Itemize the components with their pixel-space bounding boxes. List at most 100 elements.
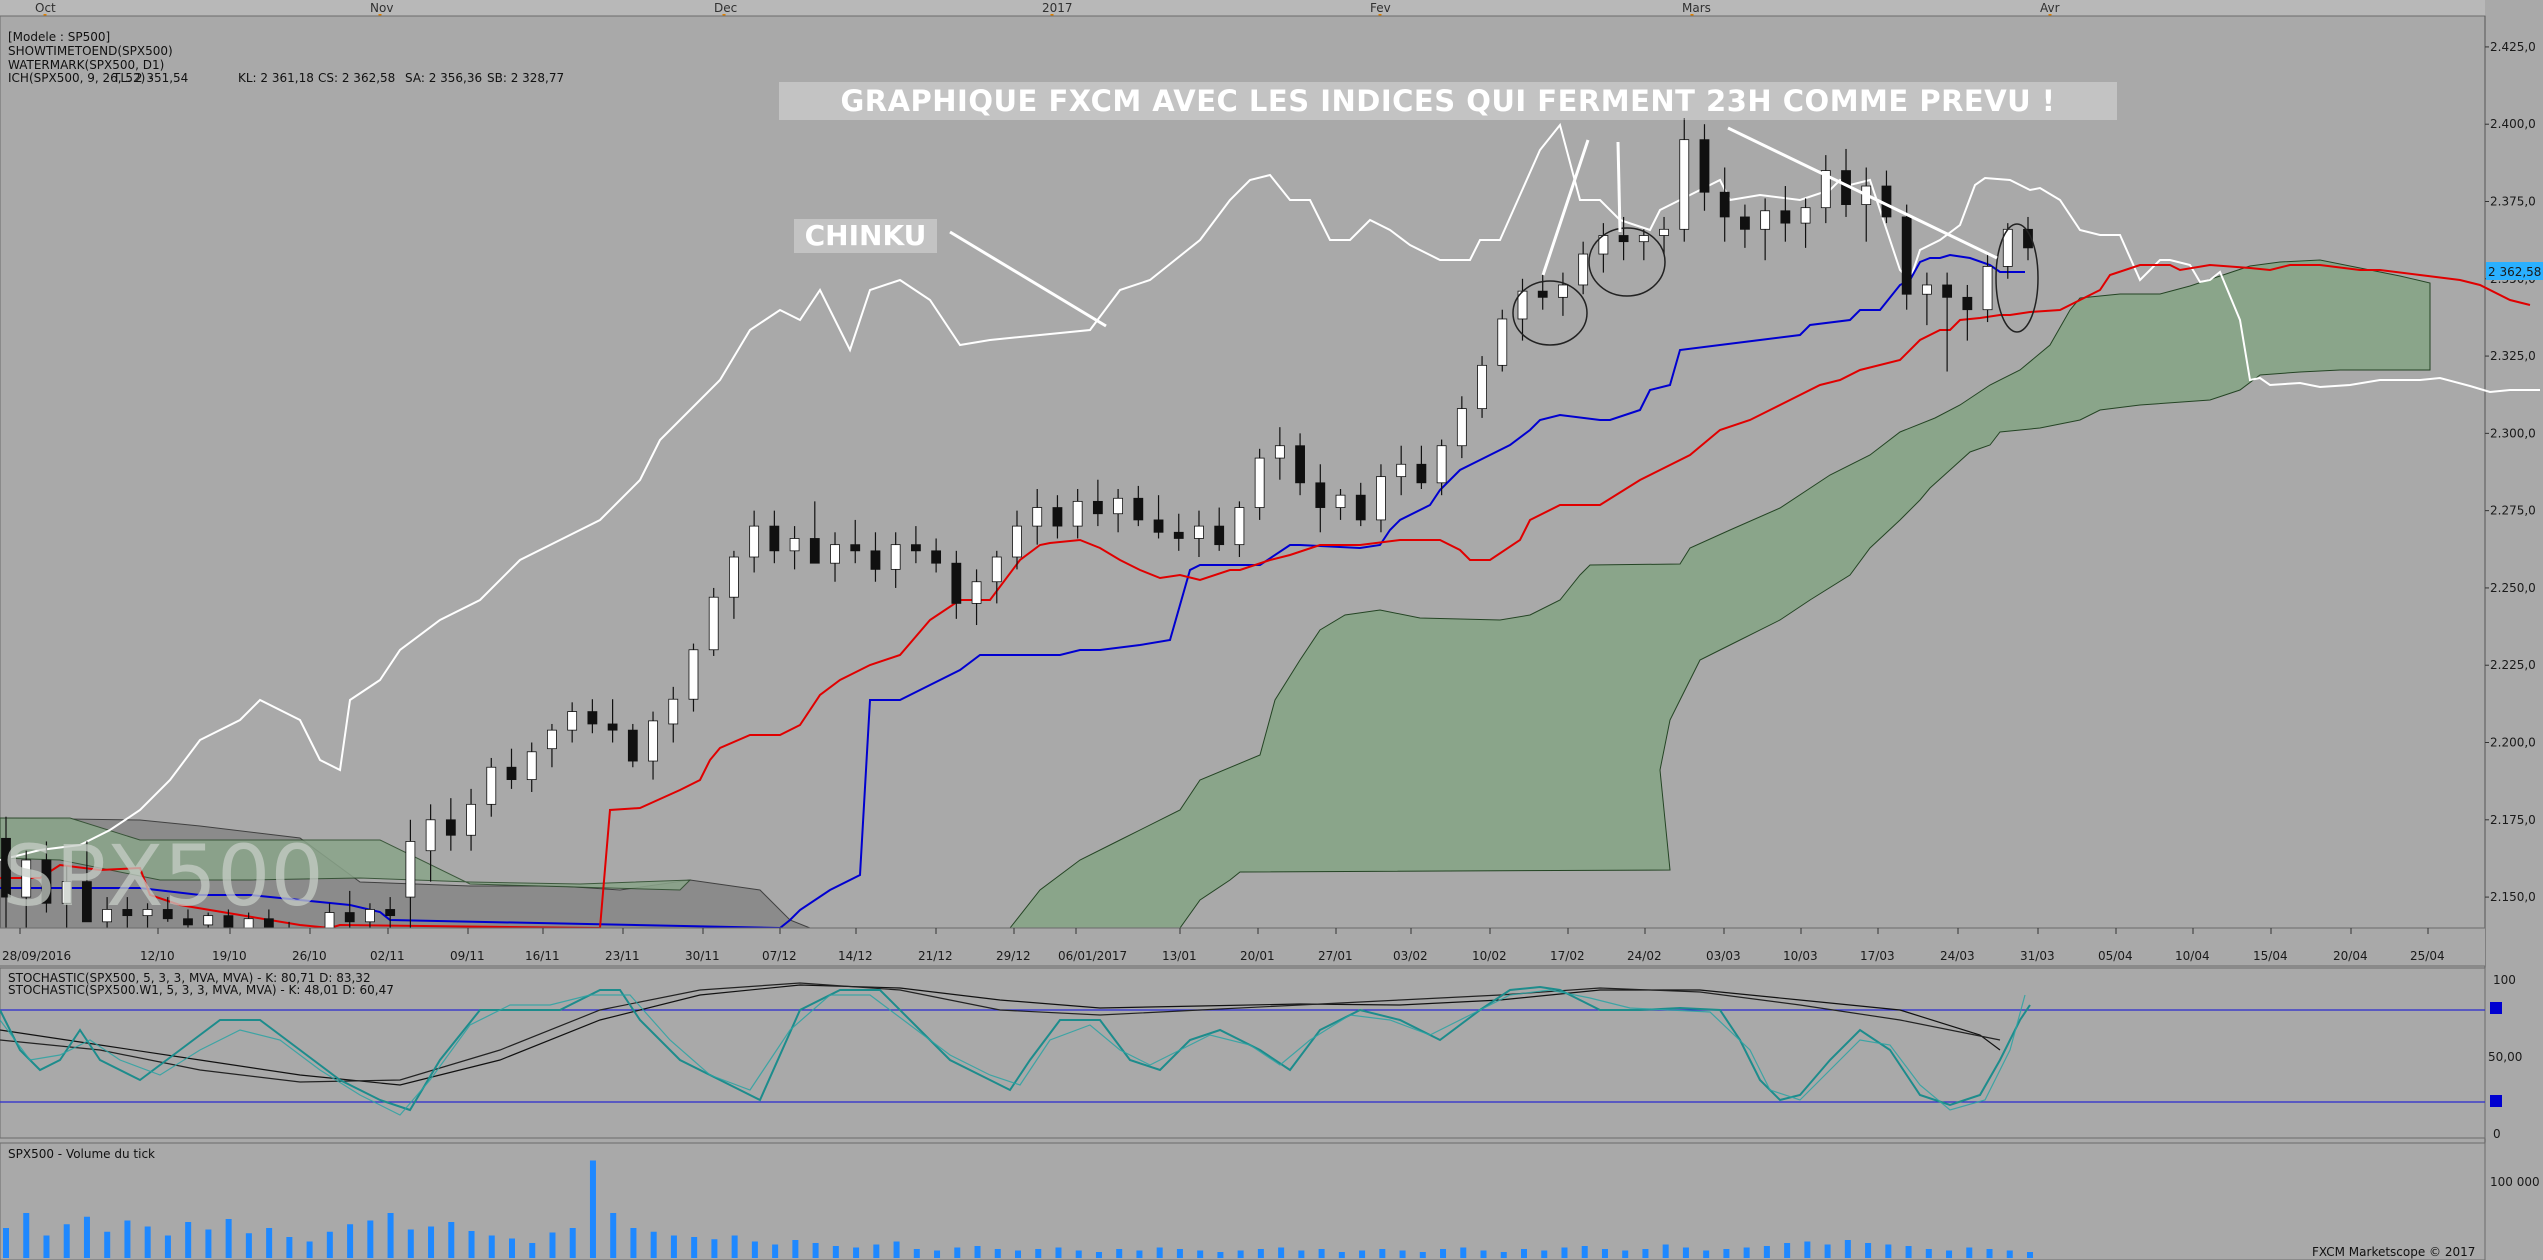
tenkan-sen-line [0, 263, 2531, 930]
volume-bar [1763, 1246, 1770, 1258]
candle-body [385, 909, 396, 917]
volume-bar [1035, 1249, 1042, 1258]
candle-body [1922, 284, 1932, 295]
candle-body [1638, 235, 1649, 243]
candle-body [809, 538, 820, 564]
month-label: Nov [370, 1, 393, 15]
volume-bar [1622, 1250, 1629, 1258]
stoch-lower-marker [2490, 1095, 2502, 1107]
candle-body [1477, 364, 1487, 410]
candle-body [688, 649, 699, 700]
stochastic-title-weekly: STOCHASTIC(SPX500.W1, 5, 3, 3, MVA, MVA)… [8, 983, 394, 997]
volume-bar [529, 1243, 536, 1258]
headline-banner: GRAPHIQUE FXCM AVEC LES INDICES QUI FERM… [779, 82, 2117, 120]
volume-bar [1601, 1249, 1608, 1258]
date-tick: 20/01 [1240, 949, 1275, 963]
kijun-value: KL: 2 361,18 [238, 71, 314, 85]
model-label: [Modele : SP500] [8, 30, 110, 44]
volume-bar [286, 1237, 293, 1258]
candle-body [1497, 318, 1508, 366]
price-tick: 2.275,0 [2490, 504, 2536, 518]
volume-bar [1541, 1250, 1548, 1258]
senkou-a-value: SA: 2 356,36 [405, 71, 482, 85]
candle-body [1760, 210, 1771, 230]
volume-bar [1460, 1247, 1467, 1258]
date-tick: 02/11 [370, 949, 405, 963]
date-tick: 14/12 [838, 949, 873, 963]
volume-bar [1682, 1247, 1689, 1258]
candle-body [1376, 476, 1386, 521]
candle-body [708, 596, 719, 651]
volume-bar [1581, 1246, 1588, 1258]
volume-bar [1116, 1249, 1123, 1258]
volume-bar [1399, 1250, 1406, 1258]
candle-body [486, 766, 497, 805]
volume-bar [23, 1213, 30, 1258]
month-axis-bar [0, 0, 2485, 16]
date-tick: 24/03 [1940, 949, 1975, 963]
candle-body [1396, 463, 1407, 478]
candle-body [789, 538, 800, 552]
candle-body [1052, 507, 1063, 527]
candle-body [1113, 497, 1123, 515]
volume-bar [1784, 1243, 1791, 1258]
candle-body [648, 720, 658, 762]
candle-body [890, 544, 901, 570]
candle-body [1537, 290, 1548, 298]
candle-body [1173, 531, 1184, 539]
volume-bar [1419, 1252, 1426, 1258]
date-tick: 29/12 [996, 949, 1031, 963]
date-tick: 06/01/2017 [1058, 949, 1127, 963]
candle-body [445, 819, 456, 836]
stoch-tick-50: 50,00 [2488, 1050, 2522, 1064]
date-tick: 07/12 [762, 949, 797, 963]
candle-body [1659, 228, 1669, 236]
candle-body [466, 803, 476, 836]
volume-bar [1095, 1252, 1102, 1258]
candle-body [162, 909, 173, 920]
candle-body [102, 909, 112, 923]
candle-body [971, 581, 982, 604]
price-tick: 2.300,0 [2490, 426, 2536, 440]
volume-bar [387, 1213, 394, 1258]
volume-bar [1500, 1252, 1507, 1258]
price-tick: 2.225,0 [2490, 658, 2536, 672]
candle-body [1254, 457, 1265, 508]
volume-bar [1844, 1240, 1851, 1258]
stoch-tick-100: 100 [2493, 973, 2516, 987]
volume-bar [1521, 1249, 1527, 1258]
volume-bar [1257, 1249, 1264, 1258]
chikou-span-line [0, 122, 2540, 861]
volume-bar [1055, 1247, 1062, 1258]
date-tick: 28/09/2016 [2, 949, 71, 963]
price-axis: 2.425,02.400,02.375,02.350,02.325,02.300… [2485, 40, 2536, 904]
price-tick: 2.375,0 [2490, 194, 2536, 208]
volume-bar [589, 1160, 596, 1258]
volume-bar [306, 1241, 313, 1258]
candle-body [769, 525, 780, 552]
date-tick: 09/11 [450, 949, 485, 963]
candlesticks [1, 118, 2033, 959]
volume-bar [1925, 1249, 1932, 1258]
month-label: Fev [1370, 1, 1391, 15]
volume-bar [448, 1222, 455, 1258]
candle-body [183, 918, 193, 926]
volume-bar [509, 1238, 515, 1258]
volume-bar [1318, 1249, 1325, 1258]
volume-bar [1946, 1250, 1953, 1258]
volume-bar [2027, 1252, 2033, 1258]
candle-body [506, 766, 517, 781]
candle-body [122, 909, 133, 917]
price-tick: 2.200,0 [2490, 736, 2536, 750]
month-label: 2017 [1042, 1, 1073, 15]
volume-bar [144, 1226, 151, 1258]
tenkan-value: TL: 2 351,54 [112, 71, 188, 85]
volume-bar [1136, 1250, 1143, 1258]
candle-body [526, 751, 537, 781]
candle-body [344, 912, 355, 923]
date-tick: 21/12 [918, 949, 953, 963]
volume-bar [326, 1231, 333, 1258]
volume-bar [1156, 1247, 1163, 1258]
candle-body [1558, 284, 1568, 298]
